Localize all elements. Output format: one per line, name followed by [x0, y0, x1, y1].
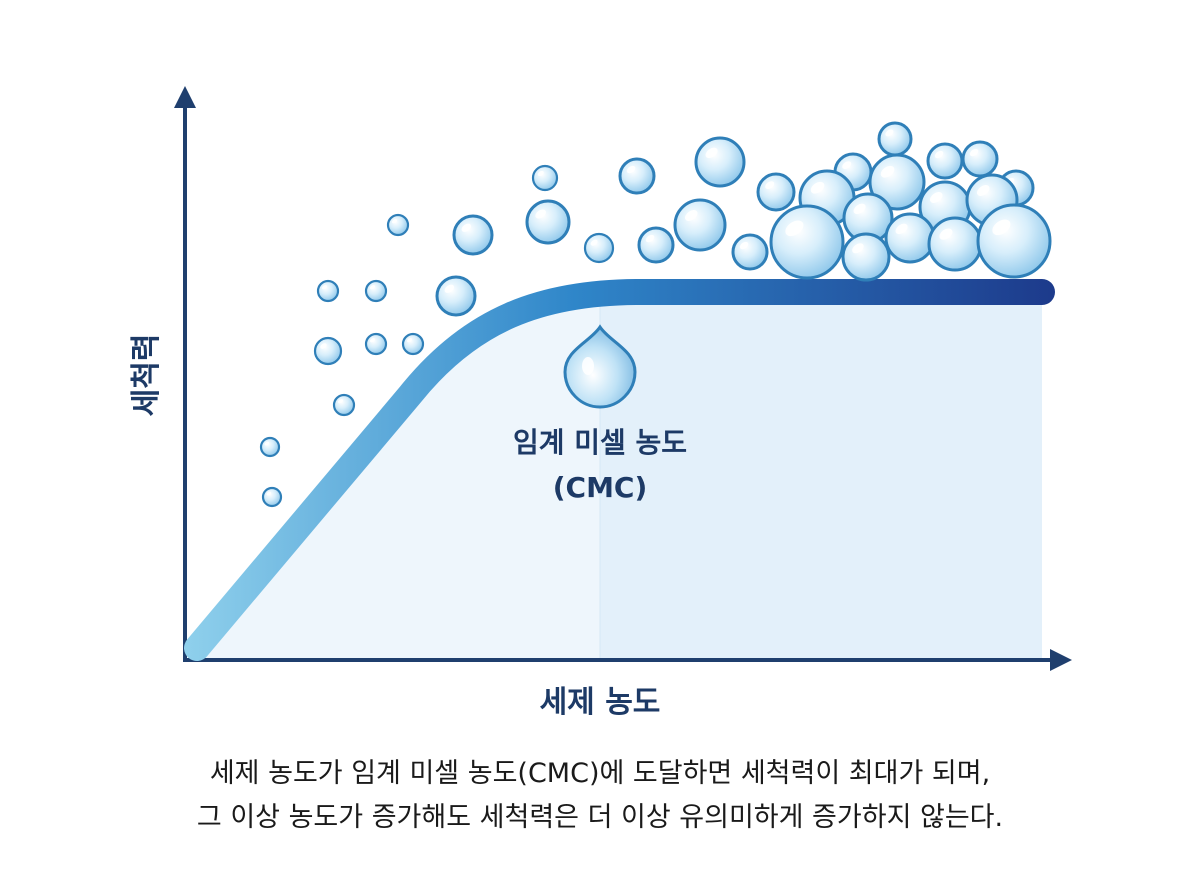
bubble-highlight — [969, 148, 979, 157]
bubble-highlight — [535, 209, 546, 219]
bubble-highlight — [880, 165, 895, 178]
bubble-highlight — [705, 147, 718, 159]
bubble-highlight — [895, 223, 908, 235]
bubble-icon — [525, 199, 571, 245]
bubble-icon — [531, 164, 559, 192]
bubble-highlight — [264, 441, 270, 446]
drop-icon — [563, 324, 637, 409]
bubble-icon — [618, 157, 656, 195]
bubble-icon — [386, 213, 410, 237]
bubble-icon — [927, 216, 983, 272]
bubble-highlight — [369, 338, 376, 343]
bubble-highlight — [337, 399, 344, 404]
bubble-icon — [637, 226, 675, 264]
bubble-highlight — [853, 203, 866, 215]
bubble-icon — [435, 275, 477, 317]
bubble-icon — [756, 172, 796, 212]
drop-highlight — [582, 357, 594, 375]
bubble-icon — [332, 393, 356, 417]
bubble-highlight — [266, 491, 272, 496]
bubble-group — [259, 121, 1052, 508]
y-axis-arrow-icon — [174, 86, 196, 108]
x-axis-arrow-icon — [1050, 649, 1072, 671]
bubble-highlight — [934, 150, 944, 159]
area-after-cmc — [600, 292, 1042, 660]
bubble-icon — [731, 233, 769, 271]
cmc-label-line2: (CMC) — [553, 471, 648, 504]
caption-line1: 세제 농도가 임계 미셀 농도(CMC)에 도달하면 세척력이 최대가 되며, — [209, 758, 991, 789]
bubble-icon — [877, 121, 913, 157]
bubble-highlight — [739, 241, 749, 250]
bubble-highlight — [645, 234, 655, 243]
bubble-highlight — [976, 185, 990, 196]
bubble-icon — [313, 336, 343, 366]
bubble-icon — [769, 204, 845, 280]
y-axis-label: 세척력 — [129, 334, 164, 417]
x-axis-label: 세제 농도 — [540, 685, 661, 720]
bubble-icon — [452, 214, 494, 256]
bubble-highlight — [765, 181, 775, 190]
bubble-highlight — [461, 223, 472, 232]
bubble-highlight — [992, 219, 1011, 236]
bubble-icon — [926, 142, 964, 180]
bubble-highlight — [929, 192, 943, 203]
bubble-icon — [694, 136, 746, 188]
bubble-icon — [583, 232, 615, 264]
bubble-highlight — [885, 129, 894, 137]
bubble-highlight — [369, 285, 376, 290]
bubble-icon — [884, 212, 936, 264]
bubble-highlight — [391, 219, 398, 224]
bubble-icon — [261, 486, 283, 508]
bubble-highlight — [684, 210, 698, 221]
bubble-highlight — [537, 170, 544, 177]
detergency-curve — [184, 279, 1055, 661]
bubble-icon — [401, 332, 425, 356]
bubble-icon — [364, 279, 388, 303]
bubble-icon — [364, 332, 388, 356]
bubble-highlight — [320, 343, 327, 349]
bubble-icon — [868, 153, 926, 211]
bubble-icon — [316, 279, 340, 303]
cmc-label-line1: 임계 미셀 농도 — [513, 426, 687, 459]
bubble-highlight — [842, 161, 852, 170]
caption: 세제 농도가 임계 미셀 농도(CMC)에 도달하면 세척력이 최대가 되며, … — [0, 752, 1200, 840]
bubble-highlight — [406, 338, 413, 343]
bubble-highlight — [626, 165, 636, 174]
bubble-highlight — [939, 228, 953, 240]
bubble-icon — [841, 232, 891, 282]
bubble-icon — [961, 140, 999, 178]
bubble-highlight — [321, 285, 328, 290]
bubble-highlight — [810, 181, 825, 194]
bubble-icon — [259, 436, 281, 458]
bubble-highlight — [444, 284, 455, 293]
caption-line2: 그 이상 농도가 증가해도 세척력은 더 이상 유의미하게 증가하지 않는다. — [196, 802, 1004, 833]
bubble-highlight — [590, 239, 598, 246]
bubble-icon — [673, 198, 727, 252]
bubble-icon — [976, 203, 1052, 279]
bubble-highlight — [785, 220, 804, 237]
bubble-highlight — [852, 243, 864, 254]
